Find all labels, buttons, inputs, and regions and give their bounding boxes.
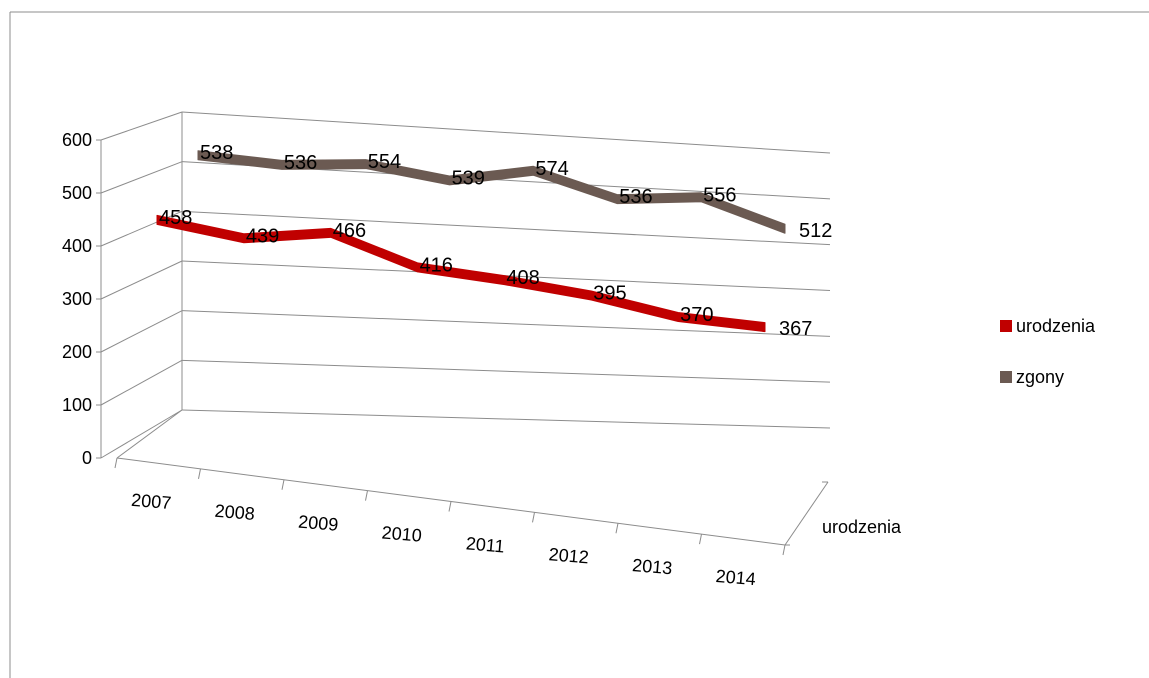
y-tick-label: 0	[82, 448, 92, 468]
x-tick-label: 2013	[631, 555, 673, 578]
legend: urodzenia zgony	[1000, 314, 1140, 416]
side-gridline	[100, 260, 183, 300]
side-gridline	[100, 111, 183, 141]
back-gridline	[181, 210, 831, 246]
data-label: 395	[593, 282, 626, 304]
y-tick-label: 200	[62, 342, 92, 362]
x-tick-mark	[198, 468, 201, 479]
legend-item-zgony: zgony	[1000, 365, 1140, 389]
x-tick-mark	[615, 523, 619, 534]
side-gridline	[100, 161, 183, 194]
legend-swatch-zgony	[1000, 371, 1012, 383]
x-tick-label: 2011	[465, 533, 505, 556]
data-label: 538	[200, 142, 233, 164]
back-gridline	[181, 111, 831, 154]
x-tick-label: 2009	[297, 512, 339, 535]
data-label: 458	[159, 207, 192, 229]
y-tick-label: 500	[62, 183, 92, 203]
y-tick-label: 100	[62, 395, 92, 415]
floor-left-edge	[116, 409, 183, 459]
legend-label-zgony: zgony	[1016, 366, 1065, 387]
side-gridline	[100, 359, 183, 406]
x-tick-mark	[281, 479, 285, 490]
x-tick-label: 2012	[548, 544, 590, 567]
data-label: 556	[703, 184, 736, 206]
x-tick-label: 2014	[715, 566, 757, 589]
side-gridline	[100, 409, 183, 459]
depth-axis-line	[784, 481, 829, 546]
x-tick-label: 2007	[130, 490, 172, 513]
data-label: 536	[619, 186, 652, 208]
data-label: 554	[368, 151, 401, 173]
y-tick-label: 600	[62, 130, 92, 150]
legend-swatch-urodzenia	[1000, 320, 1012, 332]
series-ribbon-urodzenia	[156, 214, 766, 333]
y-tick-label: 300	[62, 289, 92, 309]
x-tick-label: 2010	[381, 522, 423, 545]
back-gridline	[181, 409, 831, 429]
data-label: 416	[420, 254, 453, 276]
series-ribbon-zgony	[197, 150, 786, 234]
legend-label-urodzenia: urodzenia	[1016, 315, 1096, 336]
data-label: 574	[535, 158, 568, 180]
data-label: 536	[284, 152, 317, 174]
x-tick-mark	[365, 490, 368, 501]
data-label: 439	[246, 225, 279, 247]
legend-item-urodzenia: urodzenia	[1000, 314, 1140, 338]
depth-axis-label: urodzenia	[822, 517, 902, 537]
data-label: 408	[506, 267, 539, 289]
data-label: 512	[799, 220, 832, 242]
x-tick-mark	[114, 457, 118, 469]
y-tick-label: 400	[62, 236, 92, 256]
side-gridline	[100, 310, 183, 353]
side-gridline	[100, 210, 183, 247]
data-label: 370	[680, 304, 713, 326]
data-label: 466	[333, 220, 366, 242]
data-label: 367	[779, 318, 812, 340]
x-tick-mark	[448, 501, 452, 512]
x-tick-mark	[782, 544, 786, 556]
x-tick-label: 2008	[214, 501, 256, 524]
x-tick-mark	[532, 512, 535, 523]
back-gridline	[181, 310, 831, 337]
back-gridline	[181, 359, 831, 383]
x-tick-mark	[699, 534, 702, 545]
data-label: 539	[452, 167, 485, 189]
